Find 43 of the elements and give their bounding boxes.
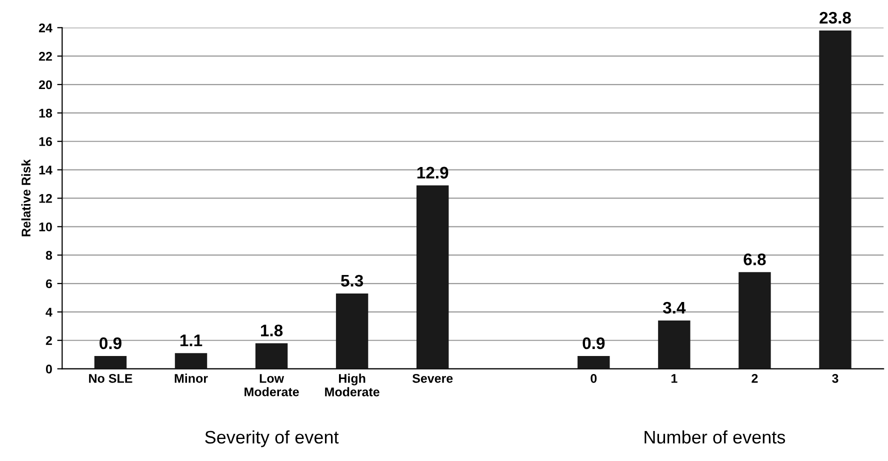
y-tick-label: 18 xyxy=(39,108,52,118)
y-tick-label: 12 xyxy=(39,194,52,203)
x-tick-label: 2 xyxy=(752,374,758,383)
y-tick-label: 20 xyxy=(38,80,52,90)
bar xyxy=(255,343,288,369)
y-tick-label: 6 xyxy=(46,279,52,288)
text: Number of events xyxy=(644,430,786,444)
bar xyxy=(416,185,449,369)
x-tick-label: No SLE xyxy=(89,374,132,383)
data-label: 12.9 xyxy=(417,166,448,179)
y-tick-label: 22 xyxy=(38,52,52,61)
y-tick-label: 14 xyxy=(39,166,52,174)
y-tick-label: 24 xyxy=(38,23,52,32)
data-label: 23.8 xyxy=(820,12,851,24)
x-tick-label: Severe xyxy=(412,374,453,383)
text: Severity of event xyxy=(205,430,339,448)
y-tick-label: 16 xyxy=(39,137,52,146)
x-tick-label: Low Moderate xyxy=(244,374,299,396)
data-label: 0.9 xyxy=(100,337,122,350)
x-tick-label: 0 xyxy=(590,374,597,383)
data-label: 6.8 xyxy=(744,253,766,266)
x-tick-label: High Moderate xyxy=(325,374,380,396)
x-tick-label: Minor xyxy=(174,374,208,383)
y-axis-title: Relative Risk xyxy=(21,159,31,236)
data-label: 5.3 xyxy=(340,274,364,287)
data-label: 3.4 xyxy=(662,302,686,314)
y-tick-label: 10 xyxy=(39,222,52,232)
y-tick-label: 8 xyxy=(46,250,52,260)
data-label: 1.1 xyxy=(180,334,202,346)
y-tick-label: 2 xyxy=(46,336,52,345)
bar xyxy=(578,356,610,369)
data-label: 0.9 xyxy=(582,337,605,350)
y-tick-label: 0 xyxy=(46,364,52,374)
bar xyxy=(658,320,690,369)
data-label: 1.8 xyxy=(261,324,283,336)
y-tick-label: 4 xyxy=(46,308,52,316)
bar xyxy=(819,30,852,369)
x-tick-label: 1 xyxy=(671,374,678,383)
bar xyxy=(336,293,368,369)
bar xyxy=(738,272,771,369)
x-tick-label: 3 xyxy=(832,374,838,383)
bar xyxy=(94,356,127,369)
bar xyxy=(174,353,208,369)
